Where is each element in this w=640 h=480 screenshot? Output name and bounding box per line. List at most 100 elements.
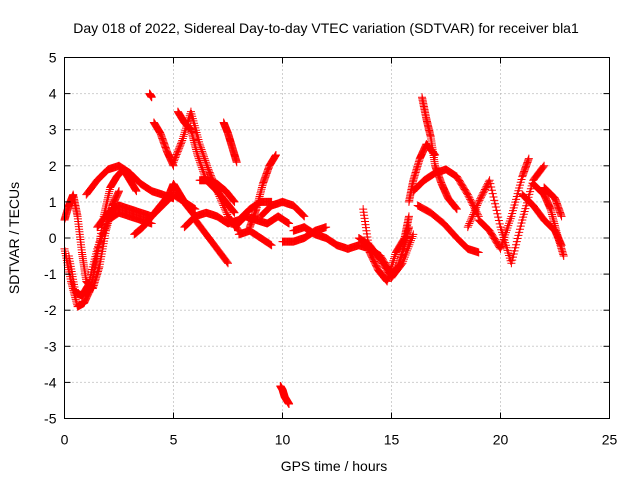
data-point [271,150,280,159]
series-t14 [219,118,241,167]
data-point [484,177,493,186]
data-point [389,254,398,263]
series-t21 [276,382,294,409]
data-point [490,196,499,205]
data-point [559,252,568,261]
data-point [99,228,108,237]
data-point [229,197,238,206]
x-tick-label: 10 [275,432,291,448]
chart-title: Day 018 of 2022, Sidereal Day-to-day VTE… [73,20,579,36]
data-point [403,244,412,253]
data-point [488,189,497,198]
x-tick-label: 0 [61,432,69,448]
data-point [298,210,307,219]
data-point [463,223,472,232]
data-point [452,205,461,214]
data-point [473,199,482,208]
data-point [464,221,473,230]
data-point [193,150,202,159]
grid [64,57,610,419]
data-point [230,208,239,217]
series-t12 [191,215,232,268]
series-t7 [145,89,156,102]
data-point [495,219,504,228]
data-point [147,93,156,102]
y-tick-label: -1 [44,266,57,282]
data-point [494,213,503,222]
data-point [452,204,461,213]
data-point [197,161,206,170]
data-point [467,214,476,223]
data-point [196,159,205,168]
data-point [229,207,238,216]
data-point [406,236,415,245]
data-point [199,167,208,176]
x-tick-label: 5 [170,432,178,448]
data-point [474,248,483,257]
data-point [471,205,480,214]
data-point [404,212,413,221]
series-t25 [404,140,440,206]
series-t13 [195,176,239,206]
series-t16 [234,226,276,250]
data-point [199,169,208,178]
data-point [472,203,481,212]
data-point [101,222,110,231]
data-point [95,238,104,247]
data-point [283,218,292,227]
data-point [383,275,392,284]
y-tick-label: 1 [49,194,57,210]
data-point [178,134,187,143]
series-t27 [409,165,483,221]
data-point [404,223,413,232]
y-tick-label: -2 [44,302,57,318]
y-axis-title: SDTVAR / TECUs [6,182,22,294]
data-point [322,223,331,232]
data-point [93,242,102,251]
data-point [466,217,475,226]
series-t5 [82,161,178,203]
data-point [284,219,293,228]
data-point [267,241,276,250]
data-point [468,212,477,221]
data-point [115,187,123,196]
data-point [524,154,533,163]
data-point [180,128,189,137]
data-point [177,138,186,147]
data-point [382,276,391,285]
data-point [179,132,188,141]
data-point [221,206,230,215]
y-tick-label: 3 [49,122,57,138]
x-tick-label: 15 [384,432,400,448]
y-tick-label: -5 [44,411,57,427]
data-point [100,226,109,235]
data-point [539,162,548,171]
data-point [194,154,203,163]
data-point [451,203,460,212]
data-point [169,194,178,203]
series-t33 [540,183,566,221]
y-tick-label: 5 [49,50,57,66]
data-point [96,236,105,245]
data-point [485,176,494,185]
data-point [489,193,498,202]
data-point [285,400,294,409]
data-point [540,161,549,170]
series-t18 [256,197,309,221]
y-tick-label: 4 [49,86,57,102]
data-point [409,230,418,239]
x-axis: 0 5 10 15 20 25 [61,57,617,448]
data-point [491,199,500,208]
data-point [93,244,102,253]
data-point [388,258,397,267]
data-point [195,156,204,165]
data-point [405,240,414,249]
series-t28 [413,201,483,257]
series-t20 [278,223,331,246]
data-point [102,220,111,229]
data-point [222,208,231,217]
y-tick-label: 0 [49,230,57,246]
data-points [60,89,568,409]
